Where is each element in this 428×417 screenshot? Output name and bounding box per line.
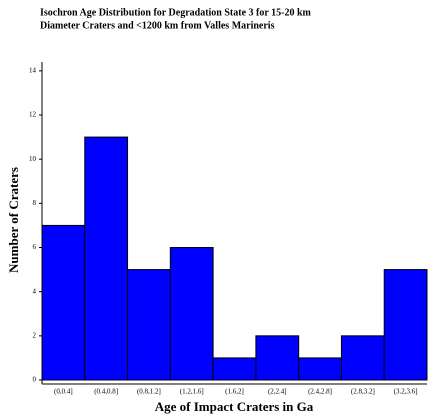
y-tick-label: 6 bbox=[33, 243, 37, 251]
chart-title: Diameter Craters and <1200 km from Valle… bbox=[40, 20, 275, 31]
bar bbox=[41, 224, 86, 381]
bar bbox=[127, 269, 171, 381]
bar bbox=[340, 335, 385, 381]
bar bbox=[84, 136, 129, 381]
y-axis-label: Number of Craters bbox=[6, 167, 21, 273]
chart-title: Isochron Age Distribution for Degradatio… bbox=[40, 7, 312, 18]
x-tick-label: (2.8,3.2] bbox=[351, 388, 375, 396]
bar bbox=[169, 247, 214, 381]
x-tick-label: (0.4,0.8] bbox=[94, 388, 118, 396]
y-tick-label: 0 bbox=[33, 376, 37, 384]
x-tick-label: (0,0.4] bbox=[54, 388, 73, 396]
x-tick-label: (0.8,1.2] bbox=[137, 388, 161, 396]
y-tick-label: 8 bbox=[33, 199, 37, 207]
x-tick-label: (1.6,2] bbox=[225, 388, 244, 396]
y-tick-label: 14 bbox=[29, 66, 37, 74]
x-tick-label: (2,2.4] bbox=[268, 388, 287, 396]
x-tick-label: (1.2,1.6] bbox=[180, 388, 204, 396]
y-tick-label: 10 bbox=[29, 155, 37, 163]
x-axis-label: Age of Impact Craters in Ga bbox=[155, 399, 314, 414]
y-tick-label: 12 bbox=[29, 111, 37, 119]
bar bbox=[255, 335, 300, 381]
bar bbox=[298, 357, 342, 381]
y-tick-label: 4 bbox=[33, 287, 37, 295]
x-tick-label: (3.2,3.6] bbox=[394, 388, 418, 396]
bar bbox=[383, 269, 428, 381]
x-tick-label: (2.4,2.8] bbox=[308, 388, 332, 396]
bar bbox=[212, 357, 257, 381]
y-tick-label: 2 bbox=[33, 331, 37, 339]
